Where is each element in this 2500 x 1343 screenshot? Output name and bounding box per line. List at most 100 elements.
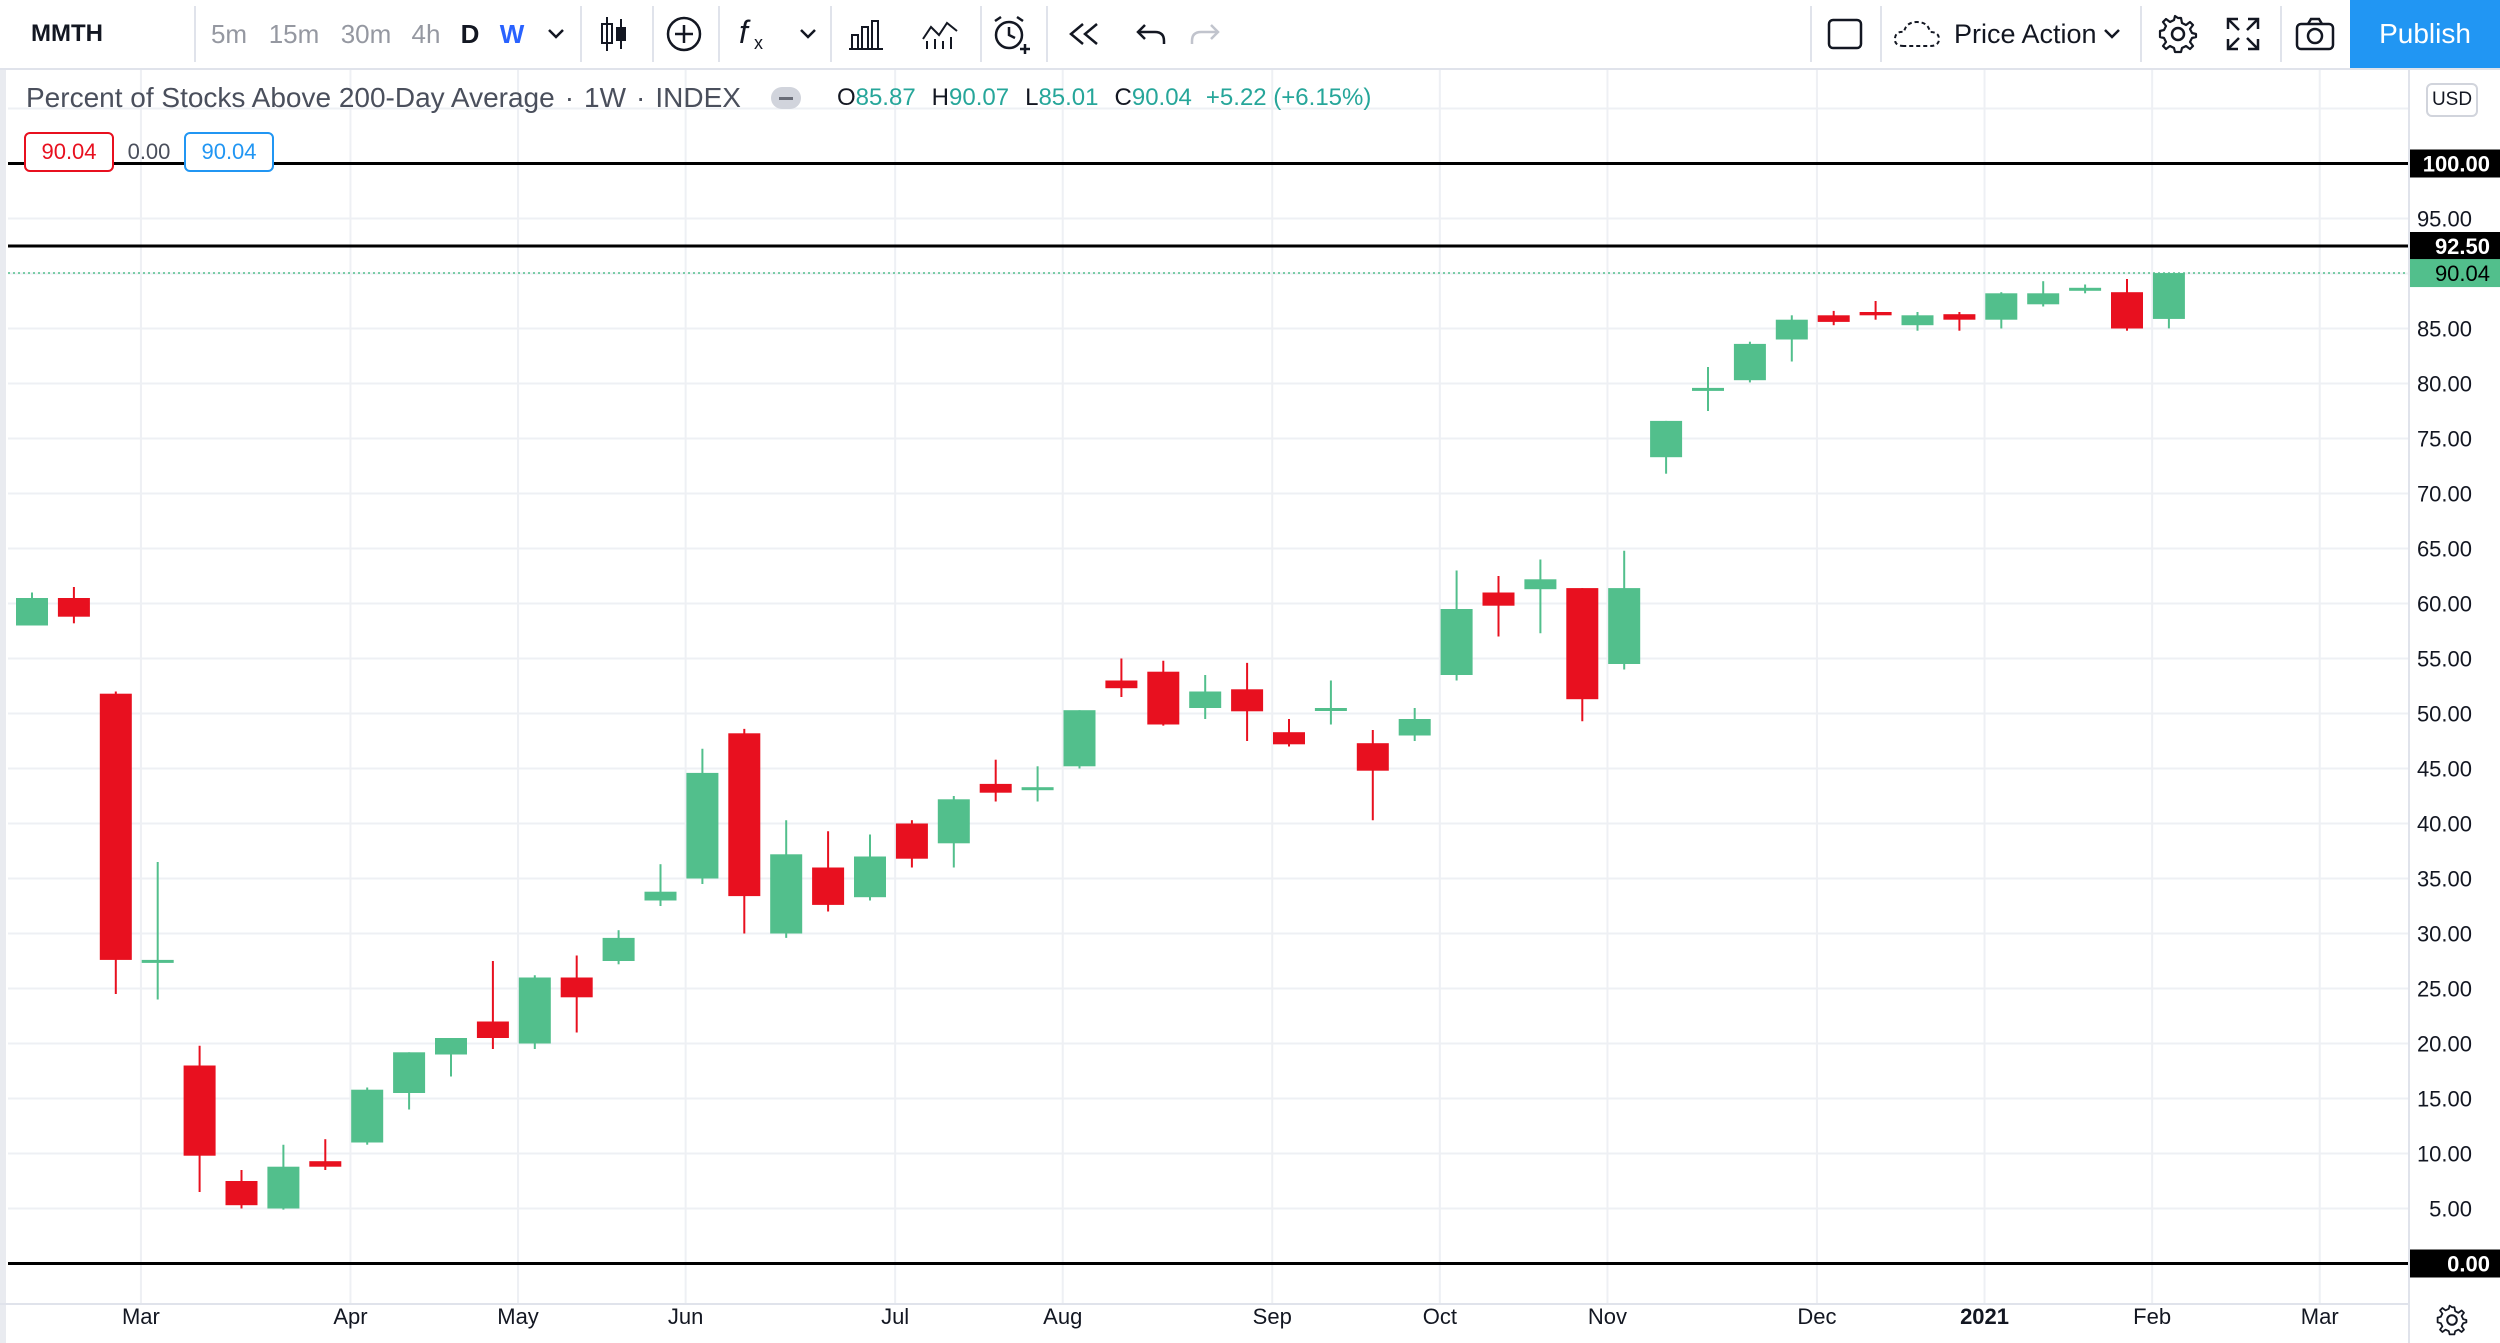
candle-body[interactable] — [2152, 273, 2185, 319]
toolbar-divider — [1880, 6, 1882, 62]
candle-body[interactable] — [644, 891, 677, 901]
buy-price-button[interactable]: 90.04 — [184, 132, 274, 172]
symbol-label: MMTH — [31, 20, 103, 47]
candle-body[interactable] — [1985, 293, 2018, 320]
symbol-search-button[interactable]: MMTH — [0, 0, 134, 68]
interval-5m-button[interactable]: 5m — [200, 0, 258, 68]
candle-body[interactable] — [141, 959, 174, 963]
compare-symbol-button[interactable] — [656, 0, 712, 68]
candle-body[interactable] — [1021, 787, 1054, 791]
chart-type-button[interactable] — [584, 0, 644, 68]
candle-body[interactable] — [1273, 732, 1305, 745]
interval-4h-button[interactable]: 4h — [404, 0, 448, 68]
candle-body[interactable] — [1482, 592, 1515, 606]
currency-button[interactable]: USD — [2426, 83, 2478, 117]
legend-collapse-button[interactable] — [770, 87, 801, 109]
candle-body[interactable] — [1356, 743, 1389, 771]
candle-body[interactable] — [476, 1021, 509, 1039]
interval-15m-button[interactable]: 15m — [262, 0, 326, 68]
candle-body[interactable] — [1859, 312, 1892, 316]
candle-body[interactable] — [1692, 387, 1724, 391]
candle-body[interactable] — [979, 783, 1012, 793]
candle-body[interactable] — [1901, 315, 1934, 326]
publish-button[interactable]: Publish — [2350, 0, 2500, 68]
candle-body[interactable] — [1524, 579, 1557, 590]
candle-body[interactable] — [1440, 609, 1473, 675]
candle-body[interactable] — [2111, 292, 2143, 329]
candle-body[interactable] — [602, 937, 635, 961]
chevron-down-icon — [800, 29, 816, 39]
candle-body[interactable] — [183, 1065, 216, 1156]
candle-body[interactable] — [225, 1181, 258, 1206]
candle-body[interactable] — [16, 598, 48, 626]
candle-body[interactable] — [1231, 689, 1264, 712]
interval-dropdown-button[interactable] — [536, 0, 576, 68]
snapshot-button[interactable] — [2286, 0, 2344, 68]
candle-body[interactable] — [518, 977, 551, 1044]
undo-button[interactable] — [1126, 0, 1176, 68]
redo-button[interactable] — [1180, 0, 1230, 68]
templates-icon — [849, 20, 883, 50]
candle-body[interactable] — [1147, 671, 1180, 725]
svg-text:x: x — [754, 33, 763, 53]
candle-body[interactable] — [895, 823, 928, 859]
last-price-label: 90.04 — [2435, 261, 2490, 286]
candle-body[interactable] — [1063, 710, 1096, 767]
legend-open-label: O — [836, 84, 856, 111]
candle-body[interactable] — [1943, 314, 1976, 320]
candle-body[interactable] — [1105, 680, 1138, 689]
candle-body[interactable] — [1650, 420, 1683, 458]
publish-label: Publish — [2379, 18, 2471, 49]
sell-price-button[interactable]: 90.04 — [24, 132, 114, 172]
candle-body[interactable] — [686, 772, 719, 879]
candle-body[interactable] — [1189, 691, 1222, 709]
candle-body[interactable] — [854, 856, 886, 898]
candle-body[interactable] — [1314, 708, 1347, 711]
candle-body[interactable] — [267, 1166, 300, 1209]
candle-body[interactable] — [1733, 343, 1766, 381]
save-layout-button[interactable]: Price Action — [1886, 0, 2130, 68]
candle-body[interactable] — [1566, 588, 1599, 700]
candle-body[interactable] — [351, 1089, 384, 1143]
candle-body[interactable] — [2069, 287, 2102, 291]
financials-button[interactable] — [910, 0, 970, 68]
y-tick-label: 40.00 — [2417, 812, 2472, 837]
templates-button[interactable] — [836, 0, 896, 68]
candle-body[interactable] — [728, 733, 761, 897]
candle-body[interactable] — [1398, 719, 1431, 736]
interval-d-button[interactable]: D — [452, 0, 488, 68]
interval-30m-button[interactable]: 30m — [334, 0, 398, 68]
indicators-icon — [922, 21, 958, 49]
price-line-label-bg — [2410, 232, 2500, 260]
candle-body[interactable] — [1608, 588, 1641, 664]
alert-button[interactable] — [984, 0, 1040, 68]
candle-body[interactable] — [560, 977, 593, 998]
toolbar-divider — [194, 6, 196, 62]
candle-body[interactable] — [770, 854, 803, 934]
legend-high: 90.07 — [949, 84, 1010, 111]
candle-body[interactable] — [1817, 315, 1850, 322]
candle-body[interactable] — [1775, 319, 1808, 340]
y-tick-label: 10.00 — [2417, 1142, 2472, 1167]
y-tick-label: 60.00 — [2417, 592, 2472, 617]
indicators-dropdown-button[interactable] — [790, 0, 826, 68]
candle-body[interactable] — [393, 1052, 426, 1093]
fullscreen-button[interactable] — [2214, 0, 2272, 68]
axis-settings-button[interactable] — [2430, 1298, 2474, 1342]
candle-body[interactable] — [99, 693, 132, 960]
settings-gear-icon — [2436, 1304, 2468, 1336]
candle-body[interactable] — [435, 1038, 467, 1055]
candle-body[interactable] — [309, 1161, 342, 1167]
interval-label: 4h — [411, 18, 441, 49]
candle-body[interactable] — [812, 867, 845, 905]
layout-select-button[interactable] — [1816, 0, 1874, 68]
settings-button[interactable] — [2146, 0, 2210, 68]
layout-dropdown-button[interactable] — [2088, 0, 2136, 68]
replay-button[interactable] — [1056, 0, 1112, 68]
candle-body[interactable] — [57, 598, 90, 617]
candle-body[interactable] — [937, 799, 970, 844]
candle-body[interactable] — [2027, 293, 2060, 305]
interval-w-button[interactable]: W — [492, 0, 532, 68]
